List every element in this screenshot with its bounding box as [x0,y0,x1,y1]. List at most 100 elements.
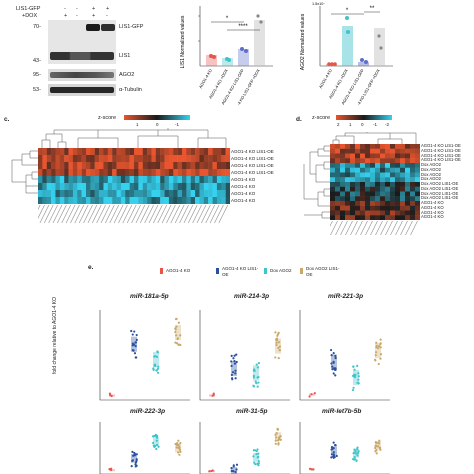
heatmap-cell [340,196,346,202]
panel-c-column-ticks [38,205,229,224]
heatmap-cell [51,190,56,198]
heatmap-cell [72,148,78,156]
heatmap-cell [125,176,130,184]
dotplot-point [379,448,382,451]
dotplot-point [332,456,335,459]
dotplot-point [275,343,278,347]
heatmap-cell [225,197,230,204]
heatmap-cell [164,169,170,177]
dotplot-point [235,360,238,364]
heatmap-cell [155,190,161,198]
heatmap-cell [46,190,52,198]
heatmap-cell [68,190,74,198]
heatmap-cell [55,169,61,177]
heatmap-cell [86,162,91,170]
panel-d-scale-tick: -1 [373,122,378,127]
heatmap-cell [107,155,113,163]
dotplot-point [135,333,138,337]
heatmap-cell [345,144,351,149]
heatmap-cell [390,205,396,211]
heatmap-cell [173,155,178,163]
dotplot-point [152,441,155,445]
heatmap-cell [385,144,391,149]
heatmap-cell [340,148,346,154]
legend-swatch-doxago2lis1 [300,268,303,274]
heatmap-cell [190,197,196,204]
dotplot-point [274,439,277,442]
heatmap-cell [350,182,356,187]
heatmap-cell [116,197,122,204]
dotplot-point [135,459,138,463]
heatmap-cell [405,191,411,197]
heatmap-cell [46,148,52,156]
dotplot-point [234,377,237,380]
dotplot-title: miR-31-5p [236,408,268,415]
heatmap-cell [375,215,381,220]
heatmap-cell [360,144,366,149]
dotplot-point [135,453,138,456]
dotplot-axis [99,422,190,474]
dotplot-point [134,341,138,344]
heatmap-cell [370,163,376,168]
column-label-tick [161,205,172,224]
heatmap-cell [51,169,56,177]
panel-c-scale-tick: 1 [136,122,139,127]
heatmap-cell [42,176,47,184]
dotplot-point [175,443,179,447]
heatmap-cell [86,197,91,204]
dotplot-point [155,355,159,358]
heatmap-cell [151,190,157,198]
heatmap-row-label: AGO1-4 KO [421,200,444,205]
panel-c-dendrogram-side [11,150,38,194]
dotplot-point [334,374,337,377]
panel-d-row-labels: AGO1-4 KO LIS1-OE AGO1-4 KO LIS1-OE AGO1… [421,143,474,220]
heatmap-cell [355,186,361,192]
heatmap-cell [385,158,391,164]
heatmap-cell [330,182,336,187]
heatmap-cell [77,190,82,198]
heatmap-cell [168,190,174,198]
dotplot-point [374,446,377,450]
heatmap-cell [410,191,416,197]
heatmap-cell [385,210,391,216]
mw-marker: 53- [33,87,41,93]
dotplot-point [131,459,135,462]
heatmap-cell [99,183,104,191]
dotplot-point [178,448,182,451]
heatmap-cell [81,197,87,204]
dotplot-point [334,356,337,360]
blot-sign: - [76,6,78,12]
heatmap-cell [59,197,65,204]
heatmap-cell [151,162,157,170]
heatmap-cell [168,176,174,184]
heatmap-cell [330,148,336,154]
heatmap-cell [380,215,386,220]
lis1-bar-chart: LIS1 Normalized values * **** AGO1-4 KO … [180,6,273,105]
dotplot-point [330,362,333,365]
blot-sign: - [76,13,78,19]
heatmap-cell [415,163,420,168]
heatmap-cell [380,167,386,173]
heatmap-cell [360,182,366,187]
heatmap-cell [385,163,391,168]
heatmap-cell [390,167,396,173]
heatmap-cell [330,191,336,197]
column-label-tick [174,205,185,224]
ago2-sig-star: * [346,8,349,14]
heatmap-cell [400,205,406,211]
heatmap-cell [340,191,346,197]
column-label-tick [135,205,146,224]
heatmap-cell [138,190,143,198]
heatmap-cell [59,148,65,156]
heatmap-cell [350,177,356,183]
dotplot-point [277,331,280,334]
column-label-tick [196,205,207,224]
panel-d-letter: d. [296,116,302,123]
panel-e-dotplots [99,310,390,474]
heatmap-cell [203,183,209,191]
lis1-bar [206,55,217,66]
legend-label: AGO1-4 KO [166,268,191,273]
dotplot-point [379,357,382,360]
heatmap-cell [216,155,222,163]
heatmap-row-label: AGO1-4 KO [231,184,256,189]
